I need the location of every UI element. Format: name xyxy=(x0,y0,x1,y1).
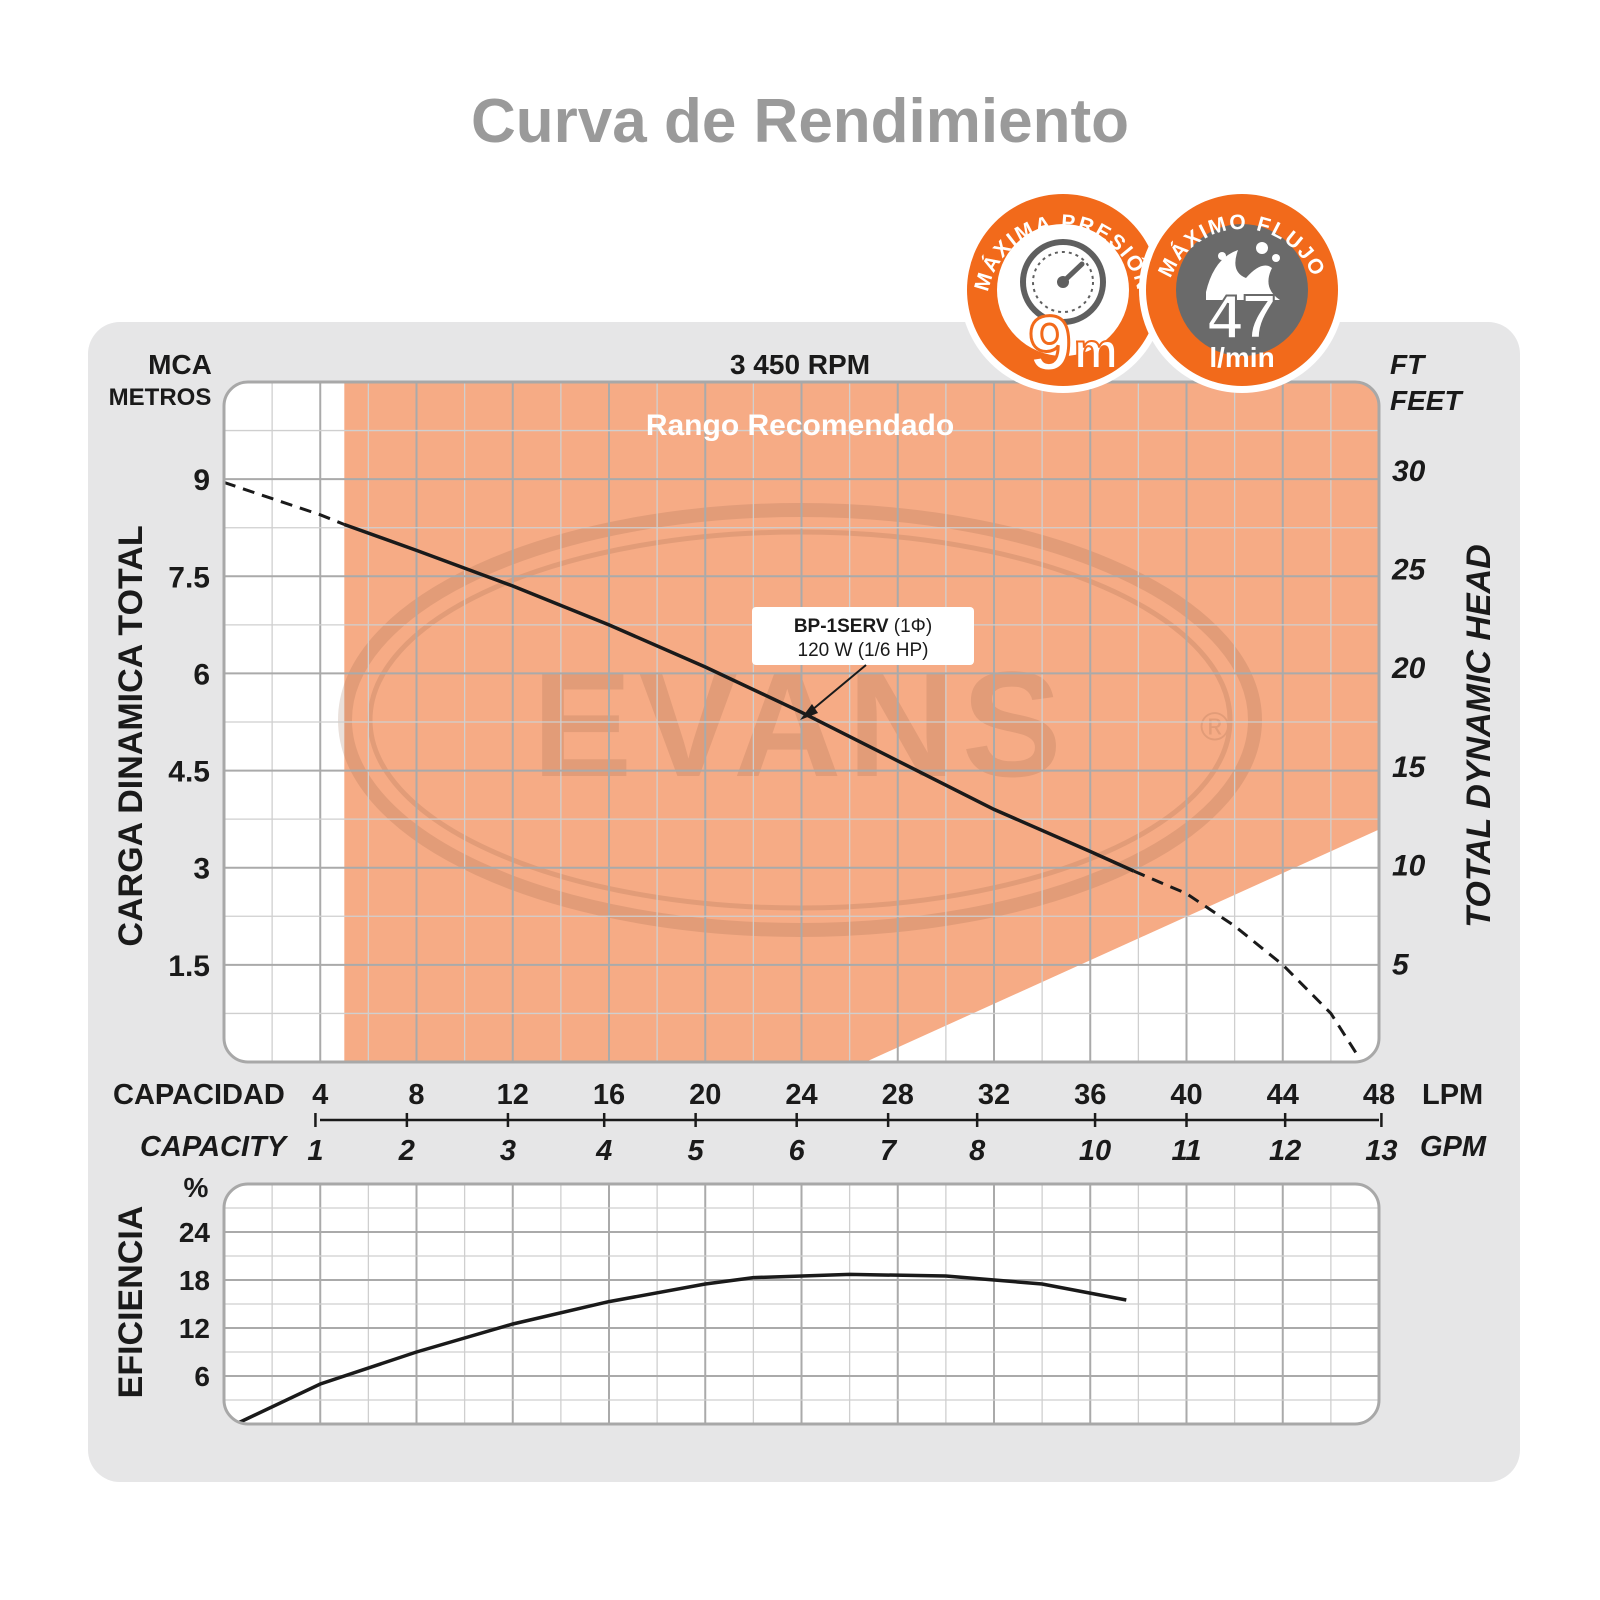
x-axis-title-bottom: CAPACITY xyxy=(140,1131,289,1163)
x-tick-bottom: 3 xyxy=(500,1135,516,1167)
y-tick-left: 9 xyxy=(193,464,210,497)
y-tick-left: 6 xyxy=(193,658,210,691)
y-tick-eff: 6 xyxy=(194,1361,210,1392)
y-tick-right: 10 xyxy=(1392,850,1426,883)
series-callout: BP-1SERV (1Φ) 120 W (1/6 HP) xyxy=(752,607,974,720)
head-curve-dashed-end xyxy=(1133,869,1362,1060)
x-tick-bottom: 12 xyxy=(1269,1135,1301,1167)
x-tick-bottom: 10 xyxy=(1079,1135,1111,1167)
max-flow-value: 47 xyxy=(1208,283,1277,352)
x-tick-bottom: 11 xyxy=(1171,1135,1201,1167)
chart-rpm-title: 3 450 RPM xyxy=(730,349,870,380)
y-tick-right: 25 xyxy=(1391,554,1427,587)
y-tick-left: 4.5 xyxy=(168,756,210,789)
y-tick-eff: 12 xyxy=(179,1313,210,1344)
y-axis-left-title: CARGA DINAMICA TOTAL xyxy=(112,525,150,946)
eff-frame xyxy=(222,1182,1381,1426)
x-tick-top: 8 xyxy=(408,1079,424,1111)
x-tick-top: 48 xyxy=(1363,1079,1395,1111)
x-axis-title-top: CAPACIDAD xyxy=(113,1079,285,1111)
max-flow-unit: l/min xyxy=(1209,342,1274,373)
recommended-range-label: Rango Recomendado xyxy=(646,409,954,442)
y-unit-right: FT xyxy=(1390,349,1427,380)
y-tick-right: 20 xyxy=(1391,652,1426,685)
x-tick-top: 24 xyxy=(785,1079,817,1111)
x-tick-bottom: 6 xyxy=(789,1135,806,1167)
x-tick-top: 20 xyxy=(689,1079,721,1111)
evans-watermark: EVANS ® xyxy=(338,503,1262,937)
page-title: Curva de Rendimiento xyxy=(471,87,1129,156)
water-splash-icon xyxy=(1206,242,1280,300)
series-name-model: BP-1SERV xyxy=(794,616,889,637)
head-frame xyxy=(222,380,1381,1064)
y-tick-right: 5 xyxy=(1392,948,1410,981)
max-pressure-badge: MÁXIMA PRESIÓN 9 m xyxy=(960,187,1166,393)
pressure-gauge-icon xyxy=(1020,239,1106,325)
y-axis-right-title: TOTAL DYNAMIC HEAD xyxy=(1460,544,1498,927)
max-pressure-unit: m xyxy=(1074,323,1118,379)
series-name: BP-1SERV (1Φ) xyxy=(794,616,932,637)
head-curve xyxy=(343,522,1135,873)
y-tick-right: 15 xyxy=(1392,751,1427,784)
x-tick-bottom: 13 xyxy=(1365,1135,1397,1167)
x-tick-bottom: 4 xyxy=(595,1135,612,1167)
head-curve-dashed-start xyxy=(224,480,345,526)
x-tick-top: 28 xyxy=(882,1079,914,1111)
x-tick-bottom: 7 xyxy=(880,1135,898,1167)
x-tick-top: 32 xyxy=(978,1079,1010,1111)
y-tick-left: 1.5 xyxy=(168,950,210,983)
y-unit-left: MCA xyxy=(148,349,212,380)
x-tick-top: 44 xyxy=(1267,1079,1299,1111)
y-tick-eff: 18 xyxy=(179,1265,210,1296)
eff-axis-title: EFICIENCIA xyxy=(112,1206,150,1399)
y-unit-left-sub: METROS xyxy=(109,384,212,411)
x-tick-top: 4 xyxy=(312,1079,328,1111)
y-tick-left: 7.5 xyxy=(168,561,210,594)
x-tick-bottom: 5 xyxy=(688,1135,705,1167)
x-tick-bottom: 8 xyxy=(969,1135,986,1167)
y-tick-eff: 24 xyxy=(179,1217,211,1248)
x-tick-top: 36 xyxy=(1074,1079,1106,1111)
max-flow-badge: MÁXIMO FLUJO 47 l/min xyxy=(1139,187,1345,393)
efficiency-curve xyxy=(235,1272,1127,1424)
watermark-registered: ® xyxy=(1200,705,1229,749)
x-tick-top: 16 xyxy=(593,1079,625,1111)
x-tick-bottom: 2 xyxy=(398,1135,415,1167)
y-unit-right-sub: FEET xyxy=(1390,385,1464,416)
x-unit-top: LPM xyxy=(1422,1079,1483,1111)
x-tick-top: 40 xyxy=(1170,1079,1202,1111)
x-tick-bottom: 1 xyxy=(307,1135,323,1167)
x-unit-bottom: GPM xyxy=(1420,1131,1487,1163)
series-name-phase: (1Φ) xyxy=(889,616,933,637)
watermark-text: EVANS xyxy=(532,640,1068,808)
y-tick-left: 3 xyxy=(193,853,210,886)
series-subtitle: 120 W (1/6 HP) xyxy=(798,640,929,661)
y-tick-right: 30 xyxy=(1392,455,1426,488)
eff-unit: % xyxy=(184,1172,209,1203)
x-tick-top: 12 xyxy=(497,1079,529,1111)
max-pressure-value: 9 xyxy=(1028,299,1071,387)
